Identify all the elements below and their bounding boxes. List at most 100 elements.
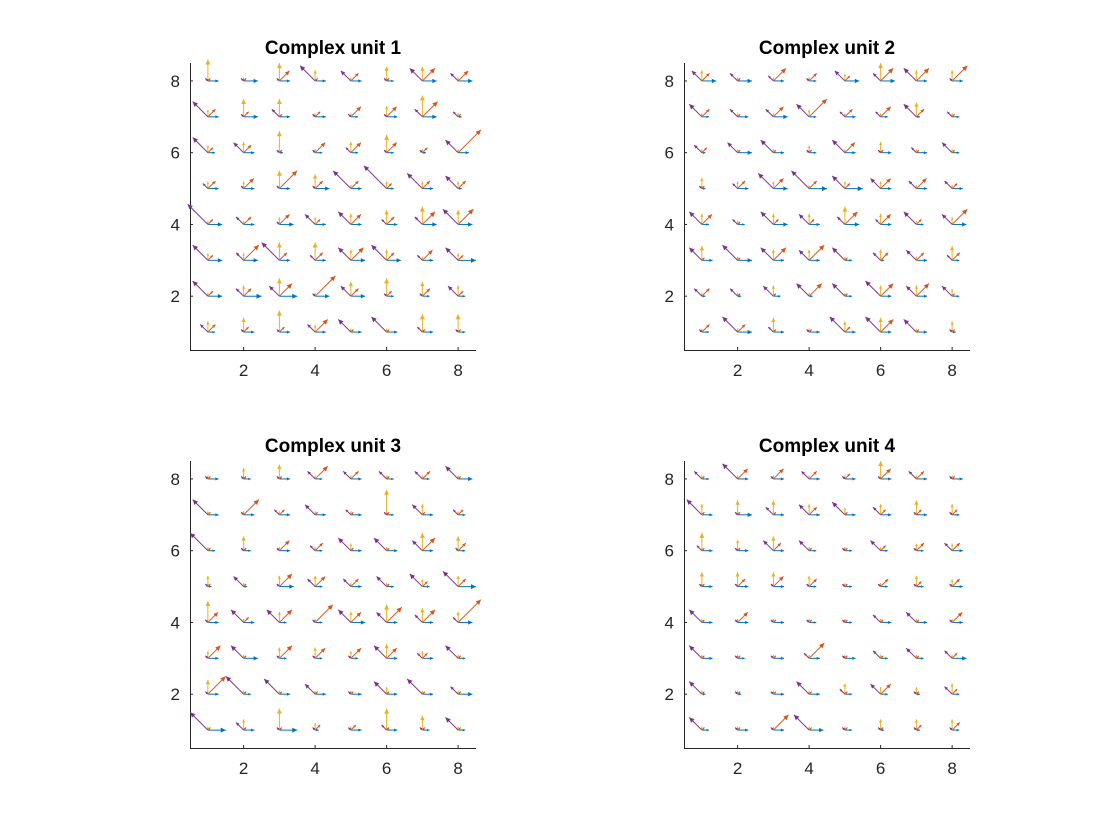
- quiver-arrow: [879, 504, 883, 515]
- quiver-arrow: [952, 620, 963, 625]
- quiver-arrow: [243, 222, 255, 227]
- quiver-arrow: [342, 471, 352, 480]
- quiver-arrow: [307, 324, 316, 333]
- quiver-arrow: [350, 213, 362, 225]
- quiver-arrow: [350, 692, 362, 696]
- quiver-arrow: [386, 222, 398, 227]
- quiver-arrow: [307, 471, 316, 480]
- quiver-arrow: [844, 473, 851, 480]
- subplot-2: Complex unit 2 2 4 6 8 2 4 6 8: [665, 38, 970, 380]
- quiver-arrow: [878, 317, 883, 333]
- quiver-arrow: [206, 181, 210, 189]
- quiver-arrow: [349, 543, 353, 551]
- quiver-arrow: [422, 656, 434, 660]
- quiver-arrow: [801, 471, 810, 480]
- quiver-arrow: [757, 173, 774, 189]
- quiver-arrow: [347, 113, 352, 118]
- quiver-arrow: [386, 549, 398, 553]
- quiver-arrow: [277, 647, 281, 659]
- quiver-arrow: [204, 619, 209, 623]
- quiver-arrow: [422, 581, 428, 587]
- quiver-arrow: [841, 547, 846, 552]
- quiver-arrow: [240, 78, 244, 82]
- quiver-arrow: [422, 180, 431, 189]
- quiver-arrow: [192, 244, 209, 261]
- quiver-arrow: [458, 657, 466, 660]
- quiver-arrow: [337, 609, 352, 623]
- quiver-arrow: [773, 247, 787, 261]
- quiver-arrow: [207, 294, 223, 299]
- quiver-arrow: [771, 317, 776, 333]
- quiver-arrow: [199, 324, 209, 333]
- quiver-arrow: [414, 108, 423, 118]
- quiver-arrow: [773, 258, 785, 262]
- quiver-arrow: [798, 249, 810, 261]
- x-tick-label: 2: [733, 759, 742, 778]
- quiver-arrow: [808, 283, 823, 297]
- quiver-arrow: [422, 294, 430, 298]
- quiver-arrow: [279, 584, 294, 589]
- quiver-arrow: [701, 656, 713, 660]
- quiver-arrow: [880, 319, 894, 333]
- quiver-arrow: [916, 471, 925, 480]
- quiver-arrow: [276, 170, 282, 189]
- quiver-arrow: [207, 186, 219, 191]
- quiver-arrow: [381, 724, 387, 731]
- quiver-arrow: [916, 542, 925, 552]
- quiver-arrow: [834, 70, 846, 82]
- quiver-arrow: [420, 715, 425, 731]
- quiver-arrow: [844, 222, 860, 227]
- quiver-arrow: [765, 506, 774, 516]
- quiver-arrow: [839, 688, 846, 695]
- quiver-arrow: [916, 585, 924, 588]
- x-tick-label: 8: [453, 361, 462, 380]
- quiver-arrow: [870, 683, 881, 695]
- quiver-arrow: [880, 186, 892, 191]
- quiver-arrow: [844, 186, 863, 192]
- quiver-arrow: [457, 542, 467, 552]
- quiver-arrow: [773, 656, 785, 660]
- quiver-arrow: [951, 208, 968, 225]
- quiver-arrow: [279, 573, 293, 587]
- quiver-arrow: [422, 513, 434, 517]
- quiver-arrow: [844, 477, 856, 481]
- quiver-arrow: [865, 316, 881, 333]
- quiver-arrow: [384, 644, 389, 659]
- quiver-arrow: [230, 609, 244, 623]
- quiver-arrow: [406, 678, 423, 695]
- quiver-arrow: [420, 504, 424, 515]
- quiver-arrow: [386, 115, 398, 119]
- quiver-arrow: [699, 532, 705, 551]
- quiver-arrow: [809, 692, 820, 696]
- quiver-arrow: [279, 252, 288, 261]
- quiver-arrow: [949, 476, 953, 480]
- tick-marks: 2 4 6 8 2 4 6 8: [665, 470, 957, 778]
- quiver-arrow: [951, 542, 961, 552]
- quiver-arrow: [770, 476, 774, 480]
- quiver-arrow: [700, 70, 704, 81]
- y-tick-label: 4: [171, 613, 180, 632]
- quiver-arrow: [207, 611, 219, 623]
- quiver-arrow: [384, 708, 390, 731]
- quiver-arrows: [688, 63, 968, 335]
- quiver-arrow: [737, 657, 745, 660]
- quiver-arrow: [457, 578, 467, 587]
- quiver-arrow: [276, 476, 280, 480]
- quiver-arrow: [206, 575, 210, 587]
- quiver-arrow: [458, 549, 466, 552]
- quiver-arrow: [844, 549, 853, 552]
- quiver-arrow: [314, 647, 326, 659]
- quiver-arrow: [205, 600, 211, 623]
- quiver-arrow: [844, 183, 851, 189]
- quiver-arrow: [879, 719, 883, 731]
- quiver-arrow: [722, 463, 738, 480]
- quiver-arrow: [312, 113, 316, 118]
- quiver-arrow: [312, 242, 318, 261]
- quiver-arrow: [279, 657, 287, 660]
- quiver-arrow: [736, 539, 740, 551]
- quiver-arrow: [458, 294, 466, 298]
- quiver-arrow: [315, 621, 323, 624]
- quiver-arrow: [796, 283, 810, 297]
- quiver-arrow: [420, 281, 425, 297]
- quiver-arrow: [771, 500, 776, 515]
